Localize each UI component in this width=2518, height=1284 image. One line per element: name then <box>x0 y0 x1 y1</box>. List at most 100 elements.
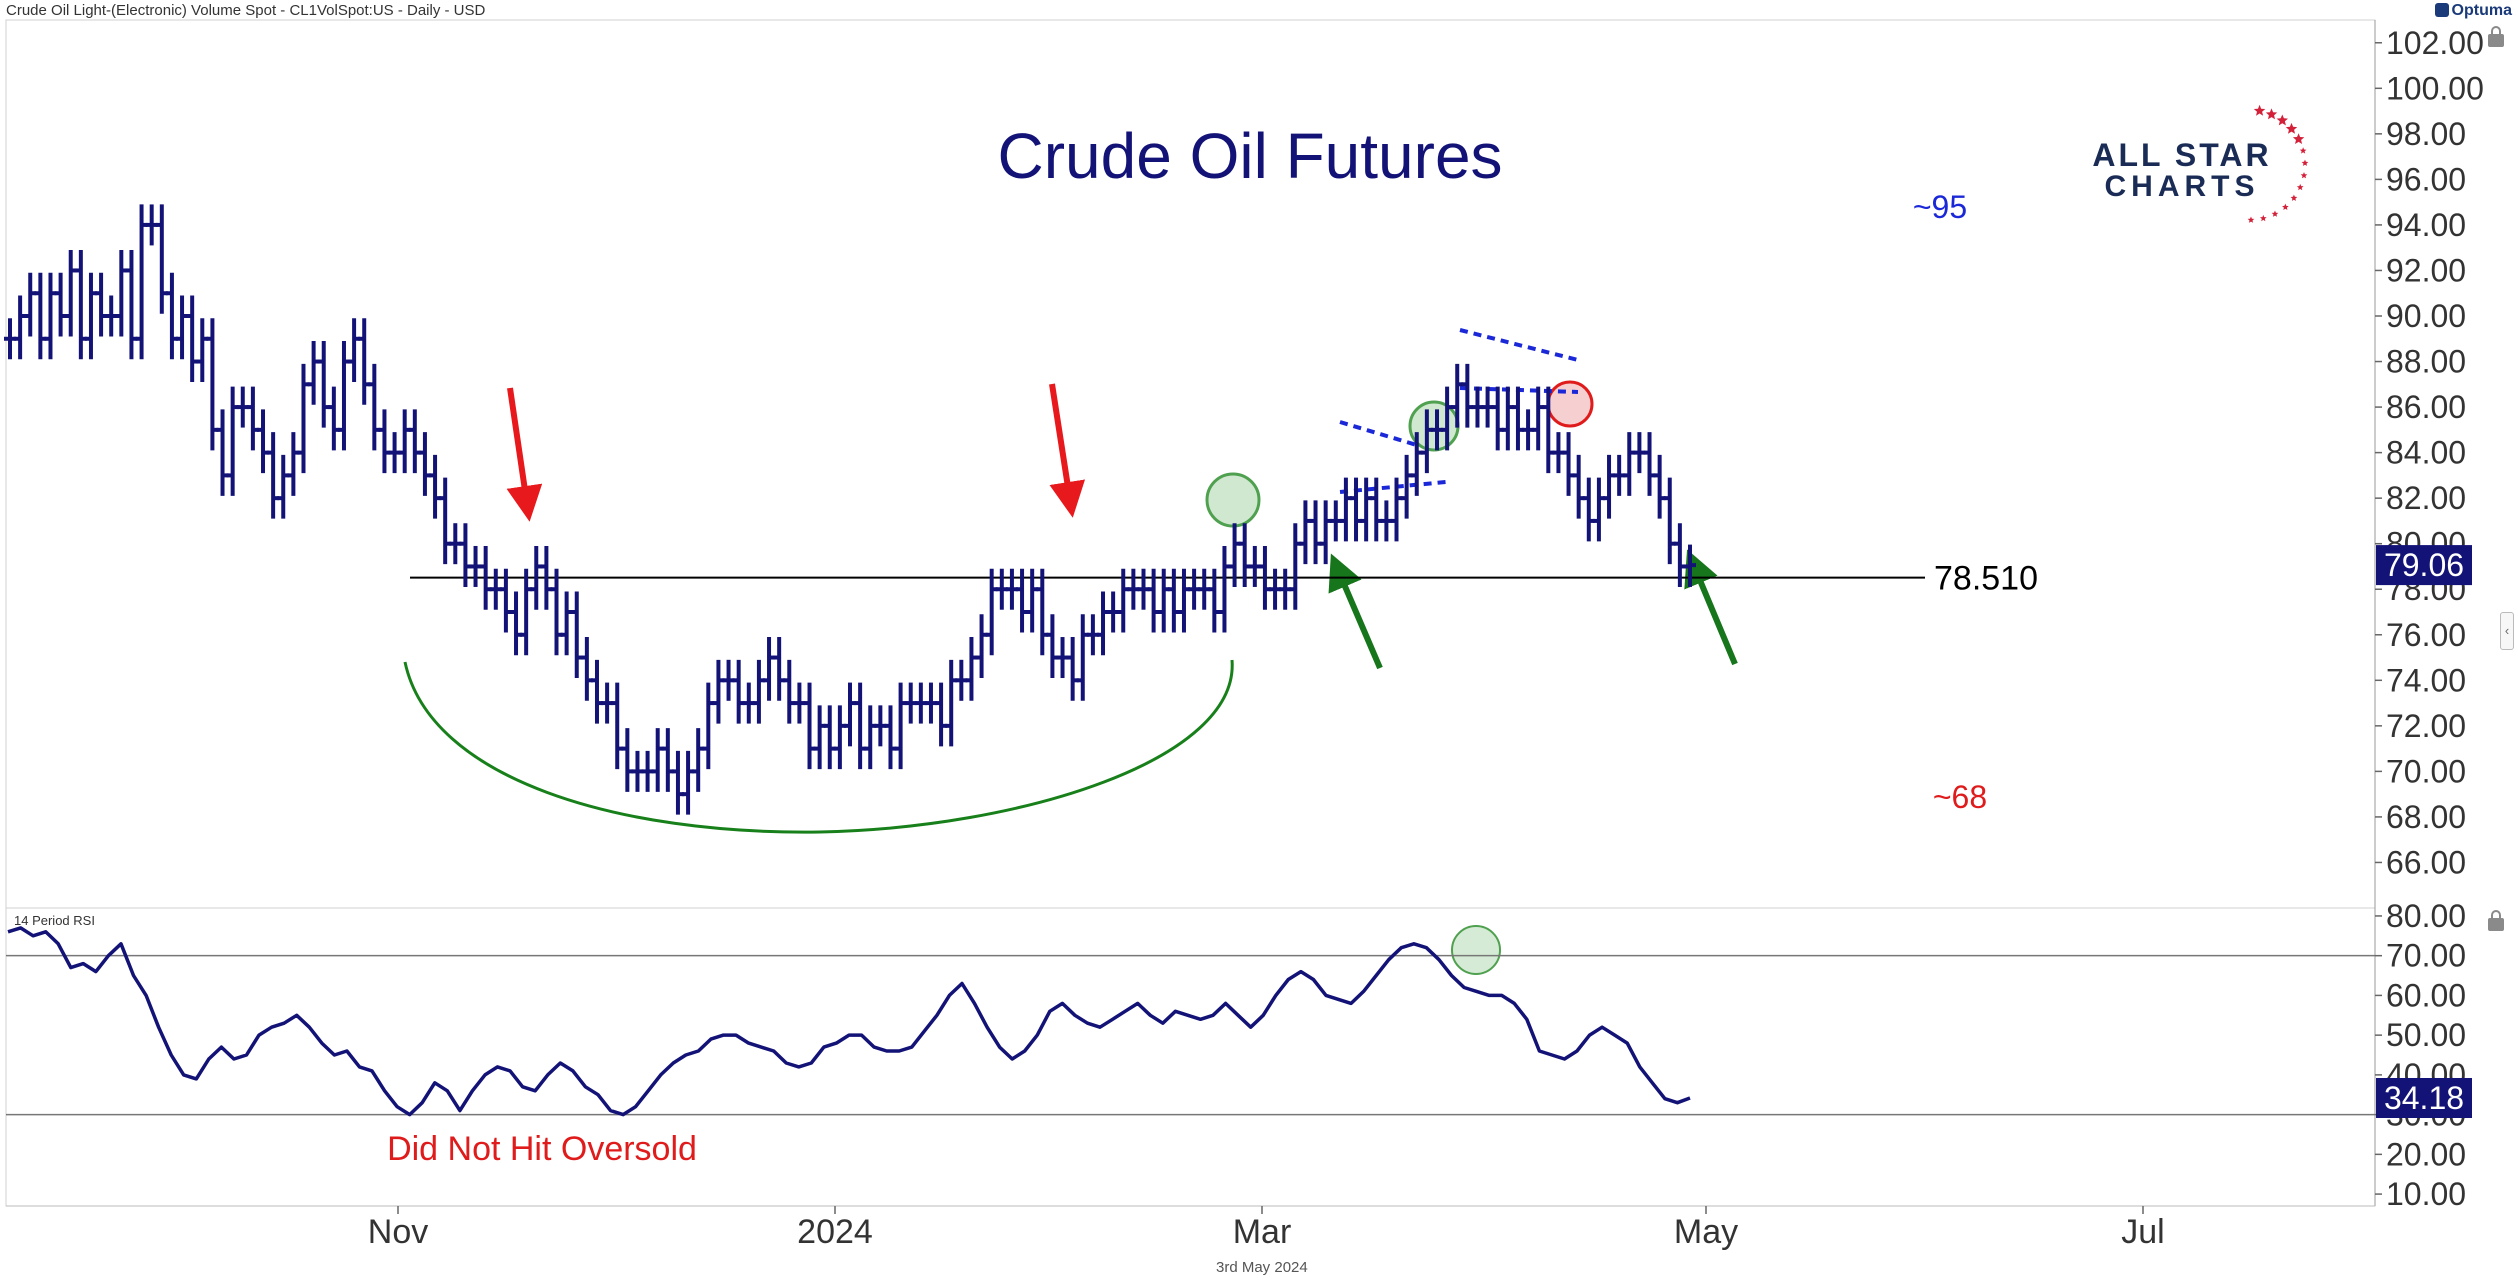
price-bar <box>702 682 715 770</box>
price-bar <box>864 705 877 770</box>
lock-icon[interactable] <box>2488 910 2504 931</box>
price-bar <box>590 659 603 724</box>
price-bar <box>985 568 998 656</box>
price-bar <box>712 659 725 724</box>
price-bar <box>1501 386 1514 451</box>
logo-star <box>2282 203 2289 210</box>
price-bar <box>783 659 796 724</box>
price-bar <box>297 363 310 474</box>
price-bar <box>317 341 330 428</box>
price-bar <box>1511 386 1524 451</box>
logo-star <box>2271 210 2279 217</box>
price-bar <box>1097 591 1110 656</box>
price-bar <box>611 682 624 770</box>
price-bar <box>196 318 209 383</box>
green-arrow <box>1684 549 1738 666</box>
logo-star <box>2301 159 2309 166</box>
price-bar <box>1319 500 1332 565</box>
price-tick-label: 88.00 <box>2386 344 2466 380</box>
optuma-brand-text: Optuma <box>2451 2 2512 19</box>
price-bar <box>439 477 452 565</box>
price-bar <box>155 204 168 314</box>
price-bar <box>226 386 239 496</box>
price-bar <box>368 363 381 451</box>
price-bar <box>935 682 948 747</box>
price-bar <box>135 204 148 360</box>
price-bar <box>257 409 270 474</box>
logo-star <box>2296 183 2304 191</box>
price-tick-label: 86.00 <box>2386 389 2466 425</box>
price-tick-label: 76.00 <box>2386 617 2466 653</box>
price-bar <box>287 432 300 496</box>
price-bar <box>1076 614 1089 701</box>
price-bar <box>216 409 229 496</box>
price-bar <box>732 659 745 724</box>
cup-pattern-curve <box>403 659 1234 834</box>
price-bar <box>773 637 786 701</box>
rsi-tick-label: 70.00 <box>2386 938 2466 974</box>
logo-star <box>2253 104 2266 116</box>
logo-line-2: CHARTS <box>2105 170 2260 203</box>
red-arrow <box>506 387 543 522</box>
logo-stars <box>2247 104 2309 223</box>
price-bar <box>186 295 199 383</box>
price-bar <box>95 272 108 337</box>
x-axis: Nov 2024 Mar May Jul <box>368 1206 2165 1251</box>
price-bar <box>34 272 47 360</box>
price-bar <box>54 272 67 337</box>
price-bar <box>1562 432 1575 496</box>
current-rsi-badge: 34.18 <box>2376 1078 2472 1119</box>
price-bar <box>348 318 361 383</box>
price-bar <box>1491 386 1504 451</box>
optuma-logo-icon <box>2434 3 2449 17</box>
price-bar <box>44 272 57 360</box>
price-tick-label: 84.00 <box>2386 435 2466 471</box>
x-tick-label: Nov <box>368 1213 428 1251</box>
collapse-panel-button[interactable]: ‹ <box>2500 612 2514 650</box>
price-bar <box>307 341 320 405</box>
price-bar <box>1643 432 1656 496</box>
footer-date: 3rd May 2024 <box>1216 1259 1308 1276</box>
annotation-rsi-note: Did Not Hit Oversold <box>387 1130 697 1168</box>
price-tick-label: 66.00 <box>2386 844 2466 880</box>
price-bar <box>378 409 391 474</box>
price-tick-label: 96.00 <box>2386 161 2466 197</box>
price-bar <box>1461 363 1474 428</box>
price-bar <box>854 682 867 770</box>
price-bar <box>1046 614 1059 679</box>
price-bar <box>833 705 846 770</box>
price-bar <box>580 637 593 701</box>
price-bar <box>1684 544 1696 587</box>
logo-star <box>2290 194 2298 201</box>
price-bar <box>823 705 836 770</box>
price-bar <box>1289 523 1302 610</box>
price-bar <box>975 614 988 679</box>
price-bar <box>813 705 826 770</box>
price-bar <box>358 318 371 405</box>
price-bar <box>752 659 765 724</box>
price-tick-label: 92.00 <box>2386 252 2466 288</box>
price-bar <box>429 454 442 519</box>
rsi-line <box>7 926 1691 1117</box>
price-bar <box>763 637 776 701</box>
price-bar <box>661 728 674 792</box>
price-bar <box>1663 477 1676 565</box>
lock-icon[interactable] <box>2488 26 2504 47</box>
rsi-tick-label: 50.00 <box>2386 1017 2466 1053</box>
all-star-charts-logo: ALL STAR CHARTS <box>2092 104 2309 223</box>
price-tick-label: 72.00 <box>2386 708 2466 744</box>
rsi-tick-label: 10.00 <box>2386 1176 2466 1212</box>
price-tick-label: 98.00 <box>2386 116 2466 152</box>
price-bar <box>337 341 350 451</box>
price-bar <box>1532 386 1545 451</box>
price-bar <box>682 750 695 815</box>
price-bar <box>64 249 77 337</box>
price-bar <box>246 386 259 451</box>
logo-star <box>2276 114 2288 126</box>
chart-title: Crude Oil Futures <box>997 120 1502 192</box>
price-bar <box>398 409 411 474</box>
price-tick-label: 70.00 <box>2386 753 2466 789</box>
price-bar <box>1572 454 1585 519</box>
price-bar <box>1299 500 1312 565</box>
